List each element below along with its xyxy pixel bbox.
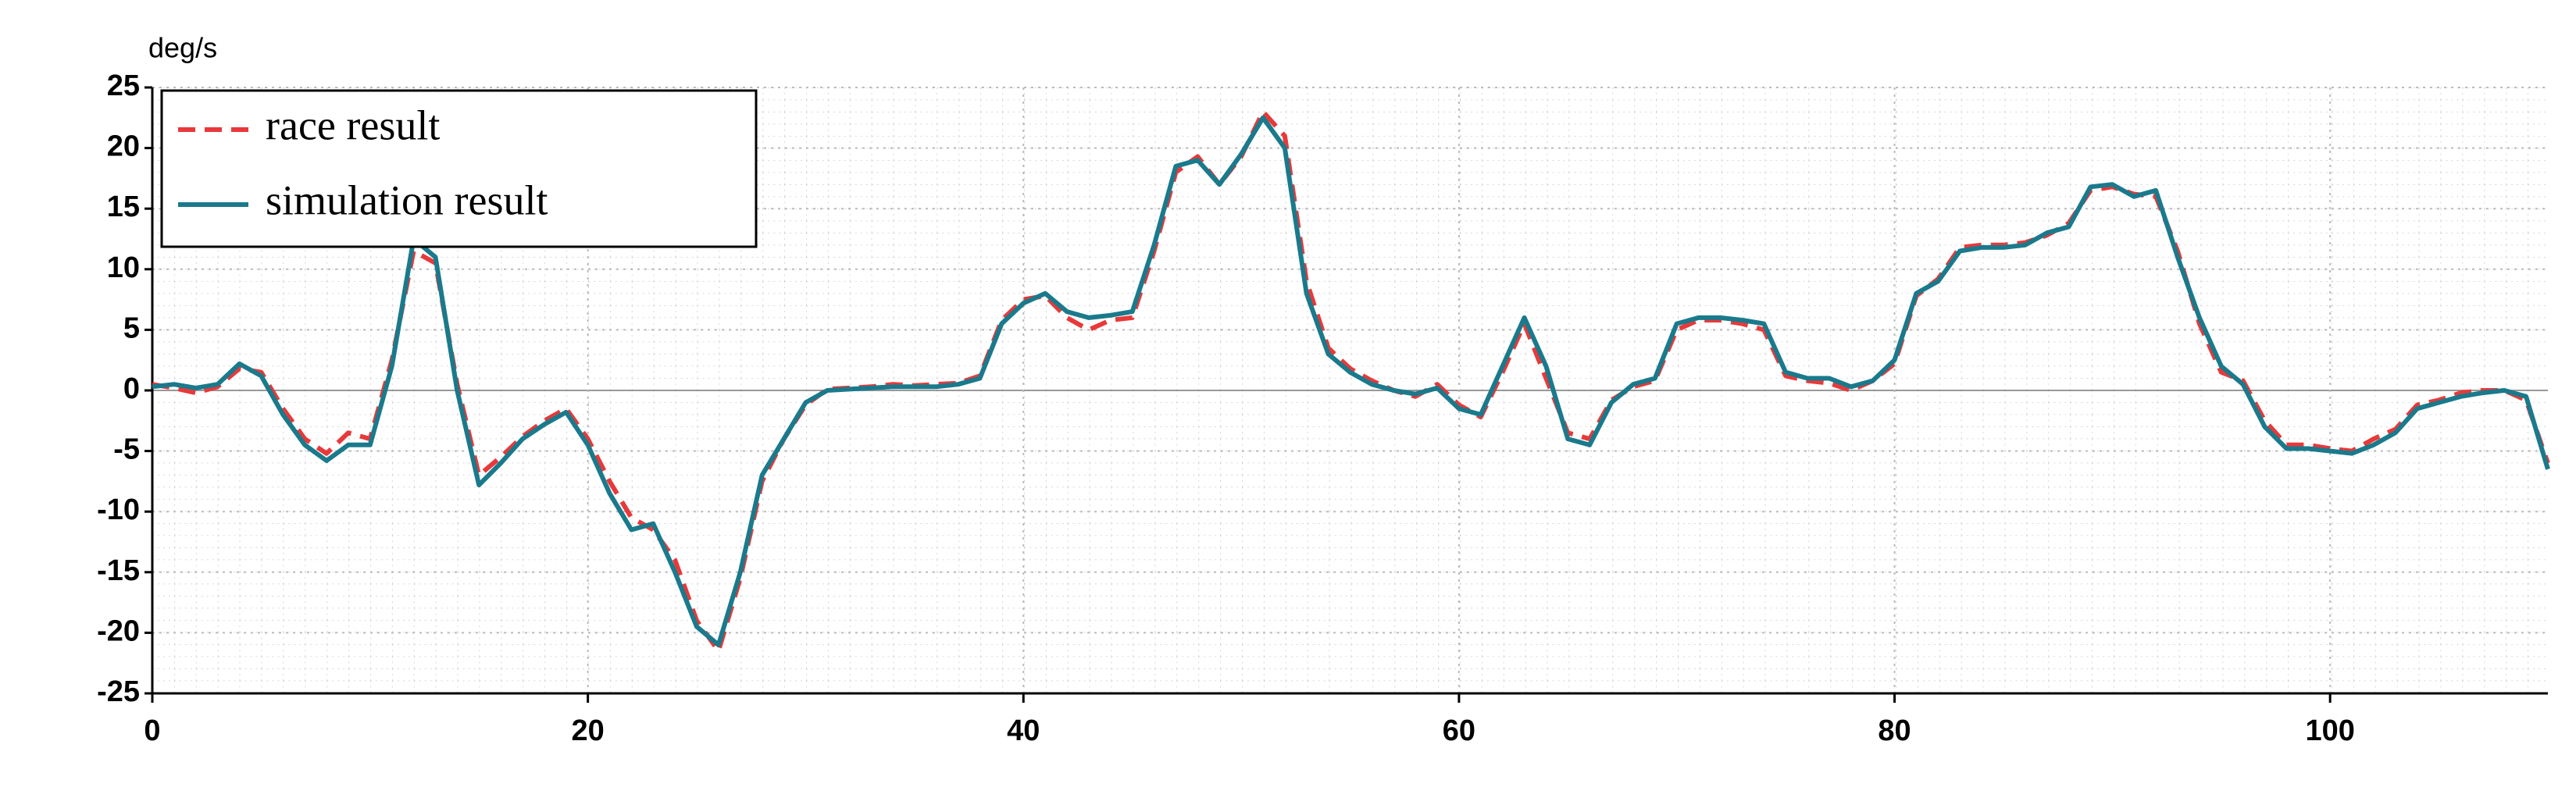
legend: race result simulation result	[160, 89, 758, 248]
y-axis-label: deg/s	[148, 32, 217, 64]
y-tick-label: 20	[107, 130, 140, 163]
y-tick-label: -25	[97, 675, 140, 708]
y-tick-label: -15	[97, 554, 140, 587]
x-tick-label: 100	[2305, 714, 2354, 747]
legend-label: simulation result	[266, 176, 548, 223]
data-line	[152, 115, 2550, 647]
y-tick-label: -10	[97, 493, 140, 526]
data-line	[152, 109, 2550, 654]
y-tick-label: 10	[107, 251, 140, 284]
legend-box	[160, 89, 758, 248]
x-tick-label: 40	[1007, 714, 1040, 747]
y-tick-label: 0	[123, 372, 140, 405]
y-tick-label: 15	[107, 191, 140, 223]
x-tick-label: 60	[1443, 714, 1475, 747]
y-tick-label: 25	[107, 69, 140, 102]
y-tick-label: -20	[97, 615, 140, 647]
x-tick-label: 80	[1878, 714, 1911, 747]
x-tick-label: 0	[144, 714, 160, 747]
y-tick-label: 5	[123, 312, 140, 344]
legend-label: race result	[266, 102, 440, 148]
x-tick-label: 20	[571, 714, 604, 747]
y-tick-label: -5	[113, 433, 140, 466]
